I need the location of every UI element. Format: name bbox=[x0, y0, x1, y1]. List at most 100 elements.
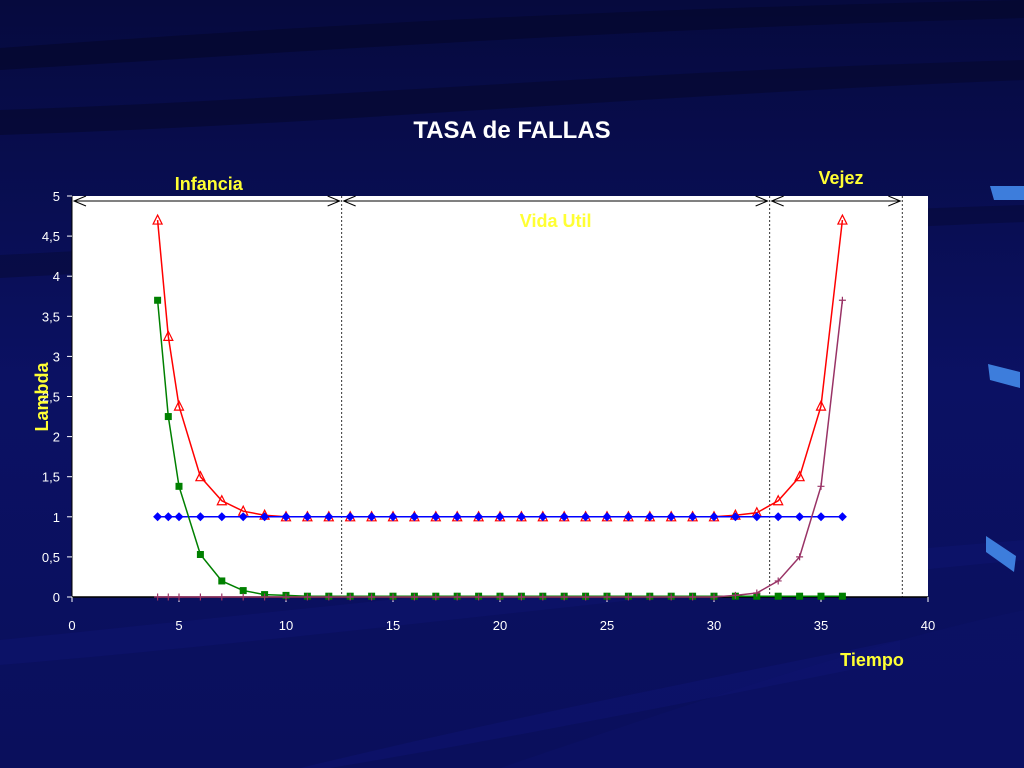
data-point bbox=[325, 593, 333, 601]
y-tick-label: 4,5 bbox=[42, 229, 60, 244]
background-swoosh bbox=[500, 610, 1024, 768]
data-point bbox=[496, 593, 504, 601]
data-point bbox=[164, 593, 172, 601]
data-point bbox=[774, 592, 782, 600]
data-point bbox=[218, 593, 226, 601]
data-point bbox=[216, 494, 228, 506]
data-point bbox=[817, 482, 825, 490]
x-tick-label: 20 bbox=[493, 618, 507, 633]
data-point bbox=[836, 213, 848, 225]
data-point bbox=[175, 482, 183, 490]
data-point bbox=[475, 593, 483, 601]
x-tick-label: 30 bbox=[707, 618, 721, 633]
plot-area bbox=[72, 196, 928, 597]
data-point bbox=[196, 593, 204, 601]
decorative-tab bbox=[986, 536, 1016, 572]
data-point bbox=[559, 512, 569, 522]
data-point bbox=[302, 512, 312, 522]
data-point bbox=[303, 593, 311, 601]
series-plus bbox=[154, 296, 846, 601]
data-point bbox=[816, 512, 826, 522]
decorative-tab bbox=[990, 186, 1024, 200]
data-point bbox=[368, 593, 376, 601]
x-tick-label: 25 bbox=[600, 618, 614, 633]
data-point bbox=[645, 512, 655, 522]
arrow-head-right bbox=[327, 195, 341, 207]
arrow-head-left bbox=[72, 195, 87, 207]
data-point bbox=[709, 512, 719, 522]
data-point bbox=[389, 593, 397, 601]
data-point bbox=[196, 550, 204, 558]
data-point bbox=[174, 512, 184, 522]
arrow-head-left bbox=[342, 195, 356, 207]
y-tick-label: 4 bbox=[53, 269, 60, 284]
y-tick-label: 2,5 bbox=[42, 390, 60, 405]
data-point bbox=[731, 591, 739, 599]
data-point bbox=[689, 593, 697, 601]
y-tick-label: 1,5 bbox=[42, 470, 60, 485]
data-point bbox=[667, 593, 675, 601]
life-stage-regions: Infancia Vida Util Vejez bbox=[72, 168, 903, 597]
data-point bbox=[164, 413, 172, 421]
region-label: Vida Util bbox=[520, 211, 592, 231]
data-point bbox=[153, 512, 163, 522]
data-point bbox=[162, 330, 174, 341]
data-point bbox=[173, 399, 185, 411]
data-point bbox=[666, 512, 676, 522]
data-point bbox=[817, 592, 825, 600]
data-point bbox=[517, 593, 525, 601]
data-point bbox=[538, 512, 548, 522]
data-point bbox=[774, 577, 782, 585]
data-point bbox=[623, 512, 633, 522]
data-point bbox=[324, 512, 334, 522]
data-point bbox=[195, 512, 205, 522]
background-swoosh bbox=[0, 60, 1024, 135]
data-point bbox=[154, 296, 162, 304]
y-tick-label: 3 bbox=[53, 349, 60, 364]
background-swoosh bbox=[0, 0, 1024, 70]
data-point bbox=[646, 593, 654, 601]
data-point bbox=[815, 399, 827, 411]
data-point bbox=[837, 512, 847, 522]
data-point bbox=[495, 512, 505, 522]
x-axis-label: Tiempo bbox=[840, 650, 904, 670]
region-label: Infancia bbox=[175, 174, 244, 194]
data-point bbox=[688, 512, 698, 522]
data-point bbox=[796, 553, 804, 561]
data-point bbox=[388, 512, 398, 522]
data-point bbox=[261, 593, 269, 601]
data-point bbox=[838, 592, 846, 600]
data-point bbox=[260, 512, 270, 522]
series-diamond bbox=[153, 512, 847, 522]
data-point bbox=[282, 593, 290, 601]
y-tick-label: 1 bbox=[53, 510, 60, 525]
data-point bbox=[710, 593, 718, 601]
data-point bbox=[239, 593, 247, 601]
y-tick-label: 5 bbox=[53, 189, 60, 204]
data-point bbox=[163, 512, 173, 522]
data-point bbox=[346, 593, 354, 601]
chart-title: TASA de FALLAS bbox=[413, 117, 610, 144]
x-tick-label: 15 bbox=[386, 618, 400, 633]
data-point bbox=[218, 577, 226, 585]
data-point bbox=[345, 512, 355, 522]
data-point bbox=[367, 512, 377, 522]
data-point bbox=[796, 592, 804, 600]
background-swoosh bbox=[300, 640, 900, 768]
data-point bbox=[752, 512, 762, 522]
x-tick-label: 5 bbox=[175, 618, 182, 633]
series-line bbox=[157, 300, 844, 598]
data-point bbox=[175, 593, 183, 601]
data-point bbox=[794, 470, 806, 482]
data-point bbox=[154, 593, 162, 601]
decorative-tab bbox=[988, 364, 1020, 388]
data-point bbox=[730, 512, 740, 522]
arrow-head-left bbox=[770, 195, 784, 207]
data-point bbox=[432, 593, 440, 601]
data-point bbox=[582, 593, 590, 601]
data-point bbox=[453, 593, 461, 601]
data-point bbox=[795, 512, 805, 522]
data-point bbox=[238, 512, 248, 522]
x-tick-label: 0 bbox=[68, 618, 75, 633]
